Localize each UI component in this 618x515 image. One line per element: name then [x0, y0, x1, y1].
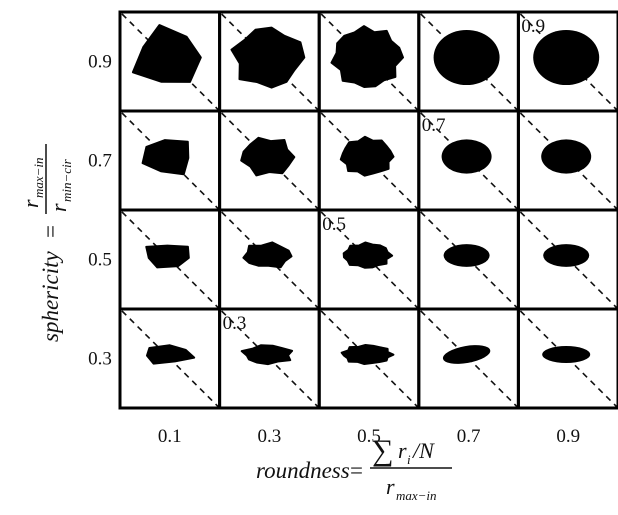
equals: =: [350, 458, 363, 483]
particle: [131, 24, 202, 83]
denominator-symbol: r: [386, 474, 395, 499]
shape-grid: [118, 10, 618, 410]
numerator-symbol: r: [398, 438, 407, 463]
particle: [230, 26, 306, 89]
diagonal-label: 0.3: [223, 313, 247, 334]
particle: [433, 29, 500, 86]
particle: [242, 241, 293, 269]
cell-border: [516, 307, 618, 410]
diagonal-label: 0.5: [322, 214, 346, 235]
particle: [240, 344, 294, 366]
particle: [443, 244, 490, 267]
numerator-symbol: r: [18, 199, 43, 208]
particle: [339, 135, 395, 177]
denominator-symbol: r: [46, 203, 71, 212]
particle: [541, 139, 592, 174]
x-tick-label: 0.9: [556, 426, 580, 447]
numerator-subscript: i: [407, 452, 411, 467]
y-tick-label: 0.7: [88, 151, 112, 172]
x-tick-label: 0.1: [158, 426, 182, 447]
x-tick-label: 0.5: [357, 426, 381, 447]
diagonal-label: 0.7: [422, 115, 446, 136]
diagonal-label: 0.9: [521, 16, 545, 37]
y-tick-label: 0.3: [88, 349, 112, 370]
equals: =: [38, 225, 63, 238]
particle: [442, 345, 491, 364]
sum-symbol: ∑: [372, 434, 393, 467]
particle: [542, 345, 591, 364]
particle: [342, 241, 394, 269]
x-tick-label: 0.7: [457, 426, 481, 447]
x-axis-formula: roundness = ∑ r i /N r max−in: [256, 434, 452, 503]
y-tick-label: 0.5: [88, 250, 112, 271]
particle: [441, 139, 492, 174]
y-axis-label: sphericity: [38, 251, 63, 342]
numerator-subscript: max−in: [31, 157, 46, 198]
numerator-rest: /N: [411, 438, 435, 463]
particle: [533, 29, 600, 86]
x-tick-label: 0.3: [258, 426, 282, 447]
x-axis-label: roundness: [256, 458, 350, 483]
particle: [240, 136, 296, 177]
particle: [145, 244, 190, 269]
particle: [146, 344, 196, 365]
denominator-subscript: max−in: [396, 488, 437, 503]
particle: [330, 25, 404, 88]
particle: [141, 139, 190, 176]
particle: [543, 244, 590, 267]
y-tick-label: 0.9: [88, 52, 112, 73]
y-axis-formula: sphericity = r max−in r min−cir: [18, 144, 74, 342]
denominator-subscript: min−cir: [59, 158, 74, 202]
particle: [340, 344, 395, 365]
